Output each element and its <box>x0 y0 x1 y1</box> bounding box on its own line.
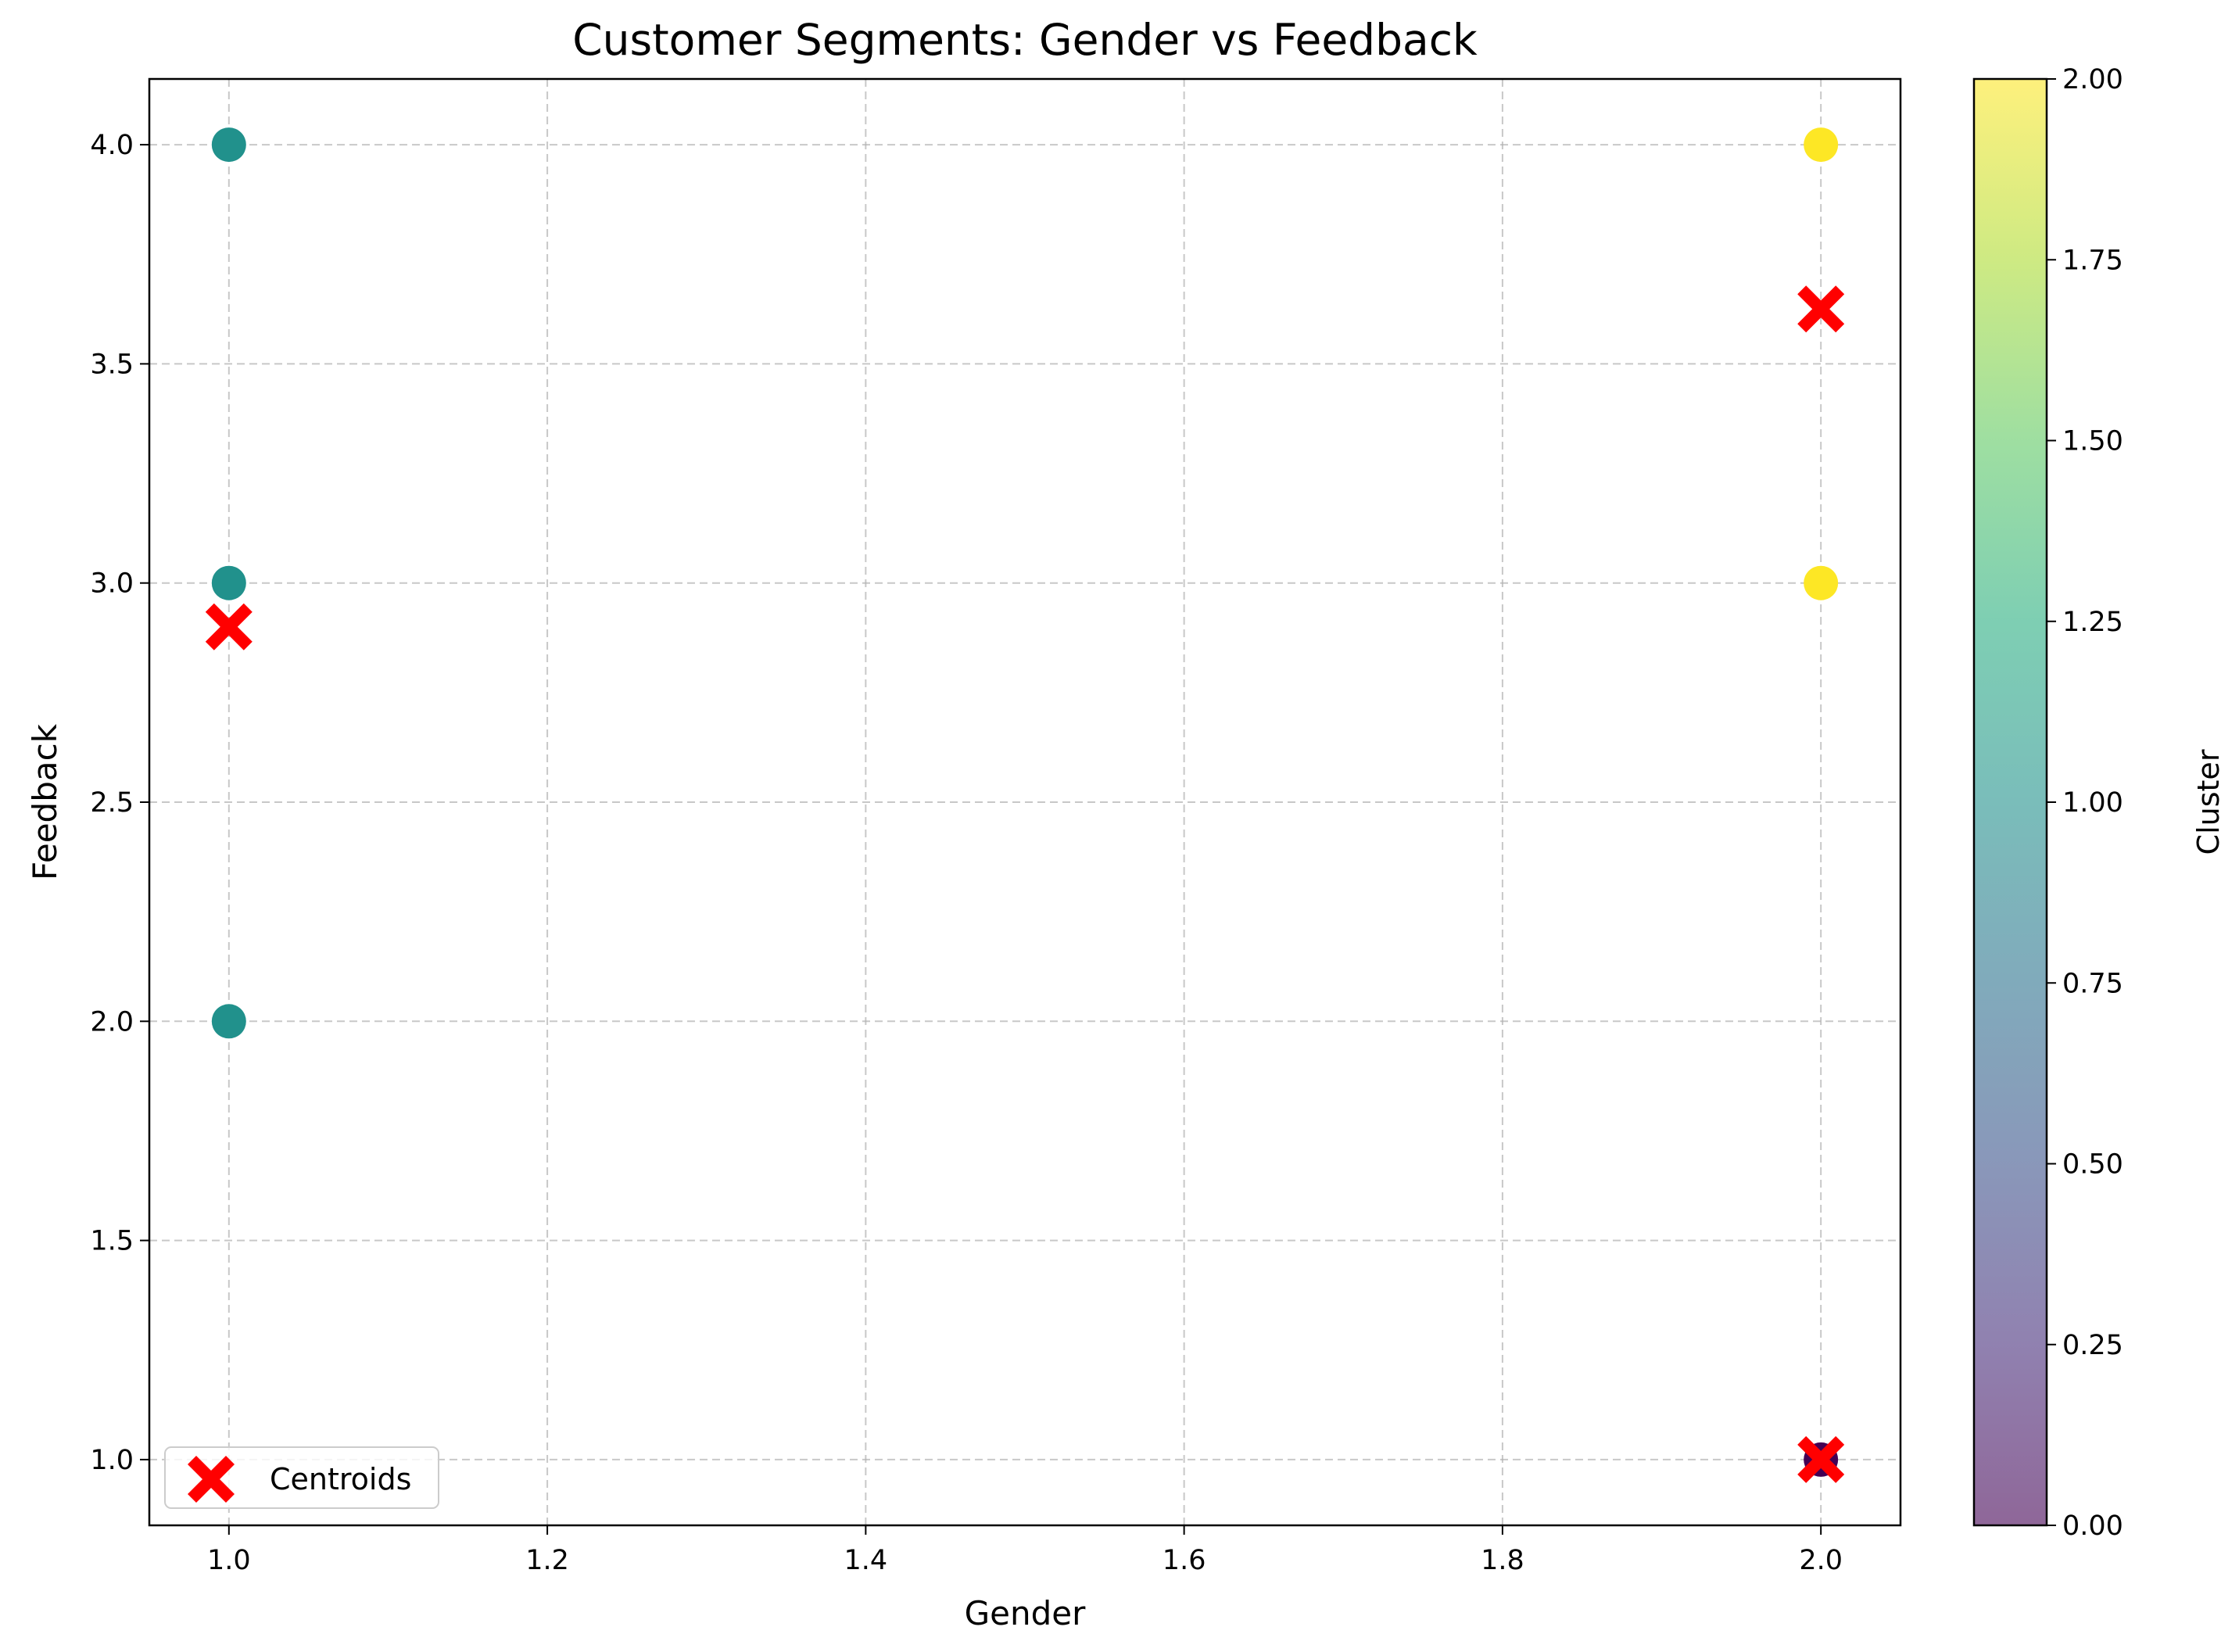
centroid-marker <box>1797 285 1845 333</box>
colorbar-tick-label: 1.50 <box>2062 426 2123 457</box>
x-tick-label: 1.4 <box>844 1545 888 1576</box>
y-tick-label: 3.0 <box>90 568 134 600</box>
colorbar-tick-label: 1.25 <box>2062 607 2123 638</box>
centroid-marker <box>1797 1435 1845 1483</box>
y-tick-label: 4.0 <box>90 130 134 161</box>
colorbar-ticks: 0.00 0.25 0.50 0.75 1.00 1.25 1.50 1.75 2.00 <box>2047 64 2123 1542</box>
x-tick-label: 1.0 <box>207 1545 251 1576</box>
data-point-cluster-2 <box>1804 127 1839 163</box>
colorbar-tick-label: 0.25 <box>2062 1330 2123 1361</box>
y-tick-label: 2.0 <box>90 1006 134 1037</box>
x-axis-label: Gender <box>965 1594 1087 1632</box>
legend-label-centroids: Centroids <box>270 1462 411 1496</box>
x-axis-ticks: 1.0 1.2 1.4 1.6 1.8 2.0 <box>207 1525 1843 1576</box>
y-axis-label: Feedback <box>26 723 64 880</box>
y-tick-label: 1.0 <box>90 1445 134 1476</box>
colorbar-tick-label: 0.75 <box>2062 968 2123 999</box>
x-tick-label: 1.8 <box>1481 1545 1524 1576</box>
legend: Centroids <box>164 1446 439 1509</box>
colorbar-tick-label: 1.75 <box>2062 245 2123 276</box>
y-tick-label: 2.5 <box>90 787 134 819</box>
data-point-cluster-1 <box>211 127 246 163</box>
legend-centroid-x-icon <box>188 1456 235 1503</box>
colorbar-tick-label: 1.00 <box>2062 787 2123 819</box>
y-tick-label: 1.5 <box>90 1226 134 1257</box>
data-point-cluster-1 <box>211 1004 246 1039</box>
colorbar-tick-label: 2.00 <box>2062 64 2123 95</box>
x-tick-label: 1.2 <box>525 1545 569 1576</box>
colorbar-label: Cluster <box>2191 749 2226 855</box>
colorbar-tick-label: 0.00 <box>2062 1510 2123 1542</box>
y-tick-label: 3.5 <box>90 349 134 380</box>
y-axis-ticks: 1.0 1.5 2.0 2.5 3.0 3.5 4.0 <box>90 130 149 1476</box>
x-tick-label: 2.0 <box>1799 1545 1843 1576</box>
grid-lines <box>149 79 1900 1525</box>
colorbar: 0.00 0.25 0.50 0.75 1.00 1.25 1.50 1.75 2.00 Clu… <box>1972 64 2226 1542</box>
colorbar-gradient <box>1974 79 2047 1525</box>
centroid-markers <box>205 285 1845 1483</box>
centroid-marker <box>205 603 253 650</box>
colorbar-tick-label: 0.50 <box>2062 1149 2123 1181</box>
chart-title: Customer Segments: Gender vs Feedback <box>572 15 1478 65</box>
data-point-cluster-2 <box>1804 565 1839 600</box>
x-tick-label: 1.6 <box>1162 1545 1206 1576</box>
data-point-cluster-1 <box>211 565 246 600</box>
